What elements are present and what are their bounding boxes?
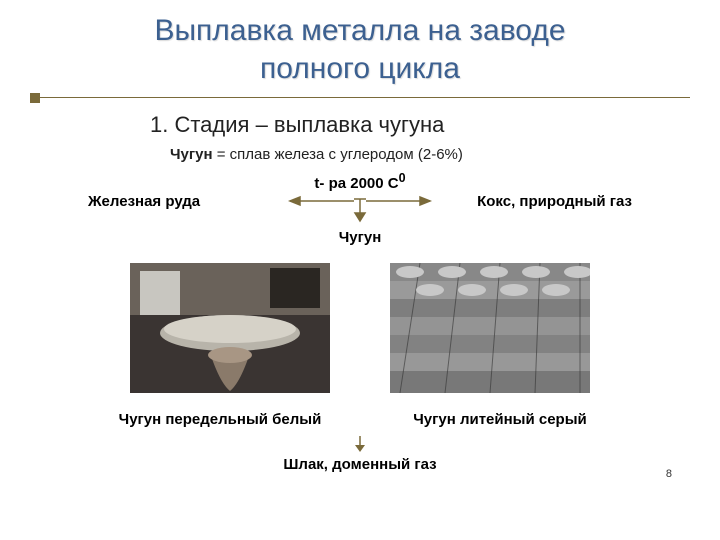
definition-rest: = сплав железа с углеродом (2-6%) (213, 146, 463, 163)
photo-left (130, 263, 330, 393)
definition-term: Чугун (170, 146, 213, 163)
process-diagram: t- ра 2000 С0 Железная руда Кокс, природ… (0, 171, 720, 257)
bottom-label: Шлак, доменный газ (283, 456, 436, 473)
input-left-label: Железная руда (88, 193, 200, 210)
photo-row (0, 263, 720, 393)
arrows-icon (270, 189, 450, 230)
caption-left: Чугун передельный белый (105, 411, 335, 428)
definition-text: Чугун = сплав железа с углеродом (2-6%) (170, 146, 720, 163)
stage-heading: 1. Стадия – выплавка чугуна (150, 112, 720, 138)
slide-title: Выплавка металла на заводе полного цикла (0, 0, 720, 87)
input-right-label: Кокс, природный газ (477, 193, 632, 210)
photo-right (390, 263, 590, 393)
output-label: Чугун (0, 229, 720, 246)
temperature-sup: 0 (399, 171, 406, 185)
page-number: 8 (666, 468, 672, 480)
caption-right: Чугун литейный серый (385, 411, 615, 428)
title-line-1: Выплавка металла на заводе (154, 14, 565, 47)
arrow-down-icon (352, 436, 368, 454)
photo-captions: Чугун передельный белый Чугун литейный с… (0, 411, 720, 428)
title-divider (30, 97, 690, 98)
bottom-output: Шлак, доменный газ (0, 436, 720, 473)
title-line-2: полного цикла (260, 52, 460, 85)
